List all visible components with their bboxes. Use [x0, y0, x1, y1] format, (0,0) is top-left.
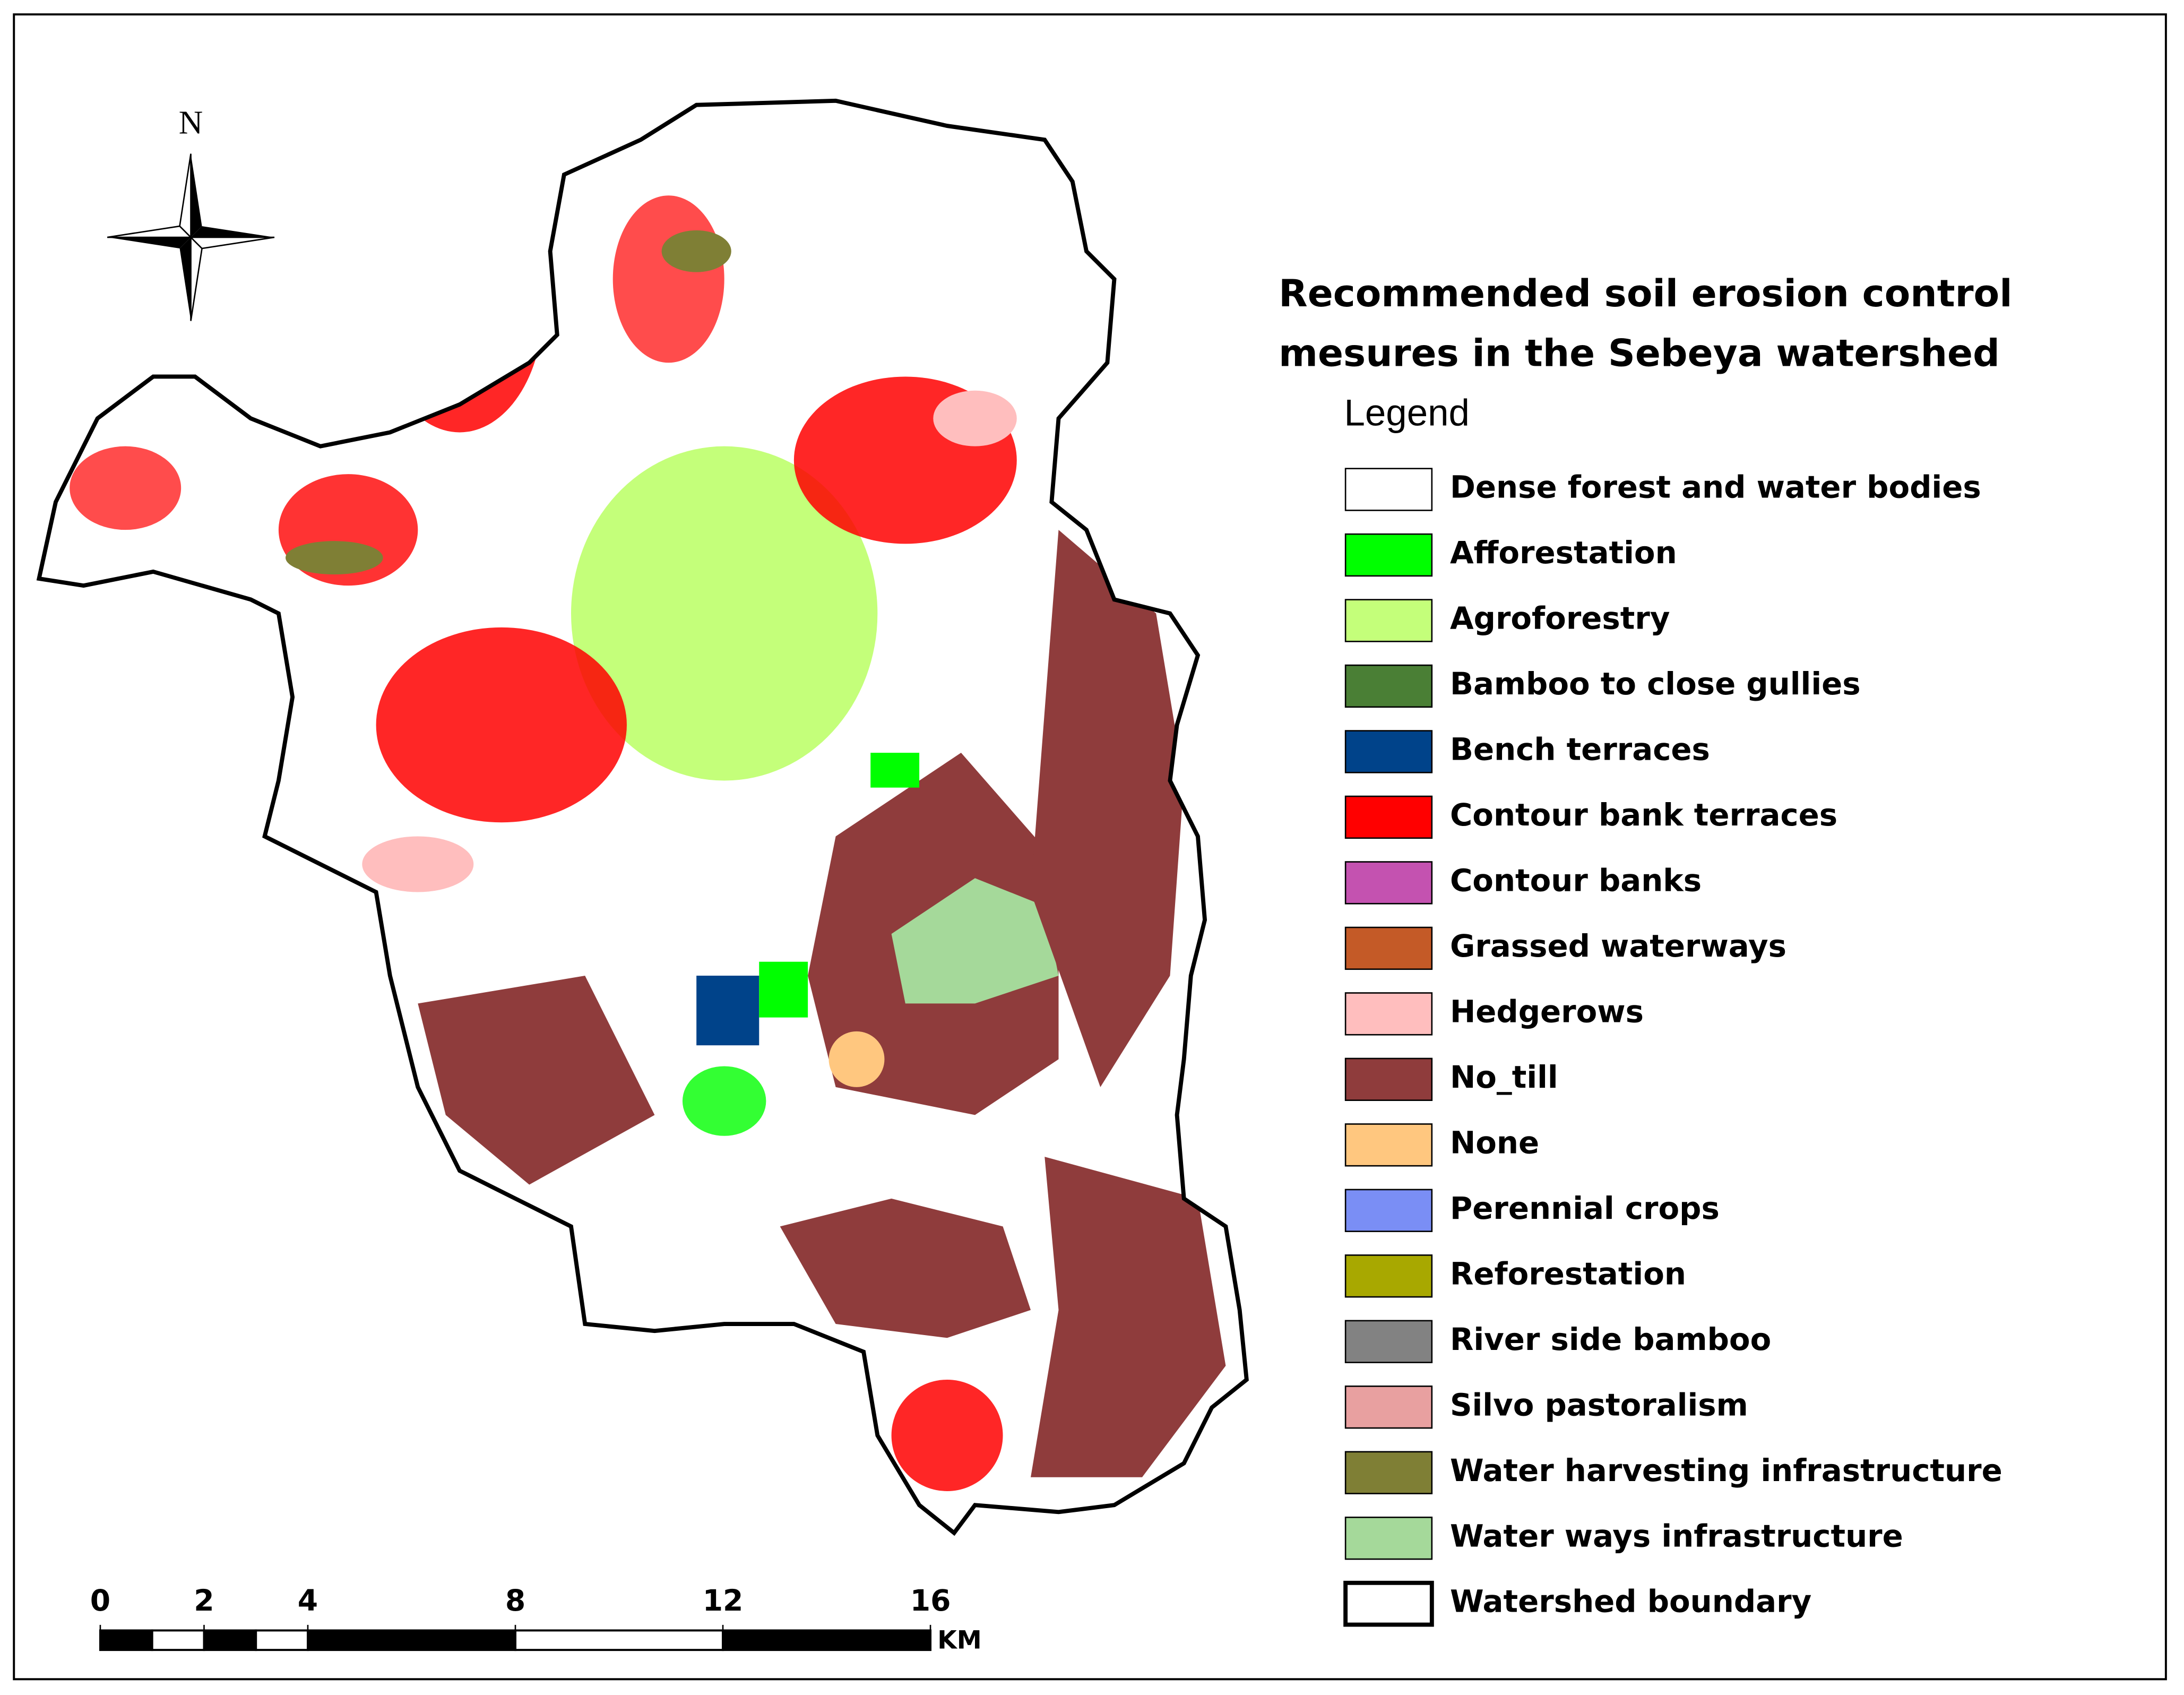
- patch: [418, 975, 655, 1185]
- patch: [362, 836, 474, 892]
- patch: [571, 446, 878, 781]
- legend-swatch: [1344, 1123, 1433, 1167]
- legend-swatch: [1344, 468, 1433, 511]
- legend-swatch: [1344, 1386, 1433, 1429]
- legend-label: Hedgerows: [1450, 993, 1644, 1029]
- patch: [285, 541, 383, 575]
- patch: [376, 627, 627, 823]
- legend-swatch: [1344, 1057, 1433, 1102]
- patch: [696, 975, 759, 1046]
- scale-bar: 0 2 4 8 12 16 KM: [90, 1584, 982, 1655]
- north-label: N: [179, 104, 203, 141]
- legend-label: Watershed boundary: [1450, 1584, 1811, 1620]
- scale-label: 16: [910, 1584, 951, 1617]
- patch: [780, 1198, 1031, 1338]
- scale-label: 12: [703, 1584, 744, 1617]
- legend-label: Silvo pastoralism: [1450, 1387, 1748, 1423]
- legend-label: River side bamboo: [1450, 1321, 1771, 1357]
- scale-segment: [514, 1629, 724, 1651]
- legend-label: Water ways infrastructure: [1450, 1518, 1903, 1554]
- legend-swatch: [1344, 1451, 1433, 1494]
- legend-swatch: [1344, 533, 1433, 577]
- legend-swatch: [1344, 795, 1433, 839]
- scale-label: 4: [298, 1584, 318, 1617]
- legend-swatch: [1344, 730, 1433, 773]
- legend-swatch: [1344, 1516, 1433, 1560]
- map-title: Recommended soil erosion control: [1279, 271, 2012, 315]
- legend-label: Bamboo to close gullies: [1450, 666, 1861, 702]
- patch: [828, 1031, 885, 1087]
- patch: [661, 230, 731, 272]
- scale-segment: [307, 1629, 516, 1651]
- patch: [891, 878, 1059, 1004]
- patch: [870, 753, 920, 788]
- patch: [612, 195, 724, 363]
- legend-label: Contour bank terraces: [1450, 797, 1837, 833]
- scale-segment: [203, 1629, 257, 1651]
- legend-label: Dense forest and water bodies: [1450, 469, 1981, 505]
- legend-label: None: [1450, 1124, 1539, 1160]
- legend-label: Perennial crops: [1450, 1190, 1720, 1226]
- patch: [891, 1380, 1003, 1491]
- scale-label: 0: [90, 1584, 110, 1617]
- scale-label: 8: [505, 1584, 525, 1617]
- patch: [933, 390, 1017, 446]
- scale-unit: KM: [937, 1625, 982, 1655]
- scale-segment: [151, 1629, 205, 1651]
- scale-label: 2: [194, 1584, 214, 1617]
- legend-swatch: [1344, 1320, 1433, 1363]
- legend-swatch: [1344, 1254, 1433, 1298]
- legend: Dense forest and water bodies Afforestati…: [1343, 468, 2002, 1627]
- patch: [1031, 1157, 1226, 1477]
- map-title: mesures in the Sebeya watershed: [1279, 331, 2000, 375]
- legend-label: Bench terraces: [1450, 732, 1710, 768]
- legend-swatch: [1344, 926, 1433, 970]
- patch: [682, 1066, 766, 1136]
- north-arrow: N: [107, 104, 275, 321]
- legend-swatch: [1344, 664, 1433, 708]
- legend-label: Contour banks: [1450, 863, 1702, 899]
- legend-label: Water harvesting infrastructure: [1450, 1452, 2002, 1488]
- scale-segment: [99, 1629, 153, 1651]
- legend-swatch: [1343, 1580, 1434, 1627]
- legend-swatch: [1344, 992, 1433, 1036]
- patch: [1031, 530, 1184, 1087]
- scale-segment: [722, 1629, 932, 1651]
- legend-title: Legend: [1344, 392, 1470, 434]
- legend-label: No_till: [1450, 1059, 1558, 1095]
- patch: [759, 961, 808, 1018]
- legend-swatch: [1344, 599, 1433, 642]
- legend-label: Reforestation: [1450, 1255, 1686, 1292]
- frame: [13, 13, 2167, 1681]
- legend-label: Grassed waterways: [1450, 928, 1786, 964]
- legend-swatch: [1344, 861, 1433, 905]
- patch: [70, 446, 182, 530]
- legend-label: Agroforestry: [1450, 600, 1670, 636]
- legend-label: Afforestation: [1450, 535, 1677, 571]
- legend-swatch: [1344, 1189, 1433, 1232]
- scale-segment: [255, 1629, 309, 1651]
